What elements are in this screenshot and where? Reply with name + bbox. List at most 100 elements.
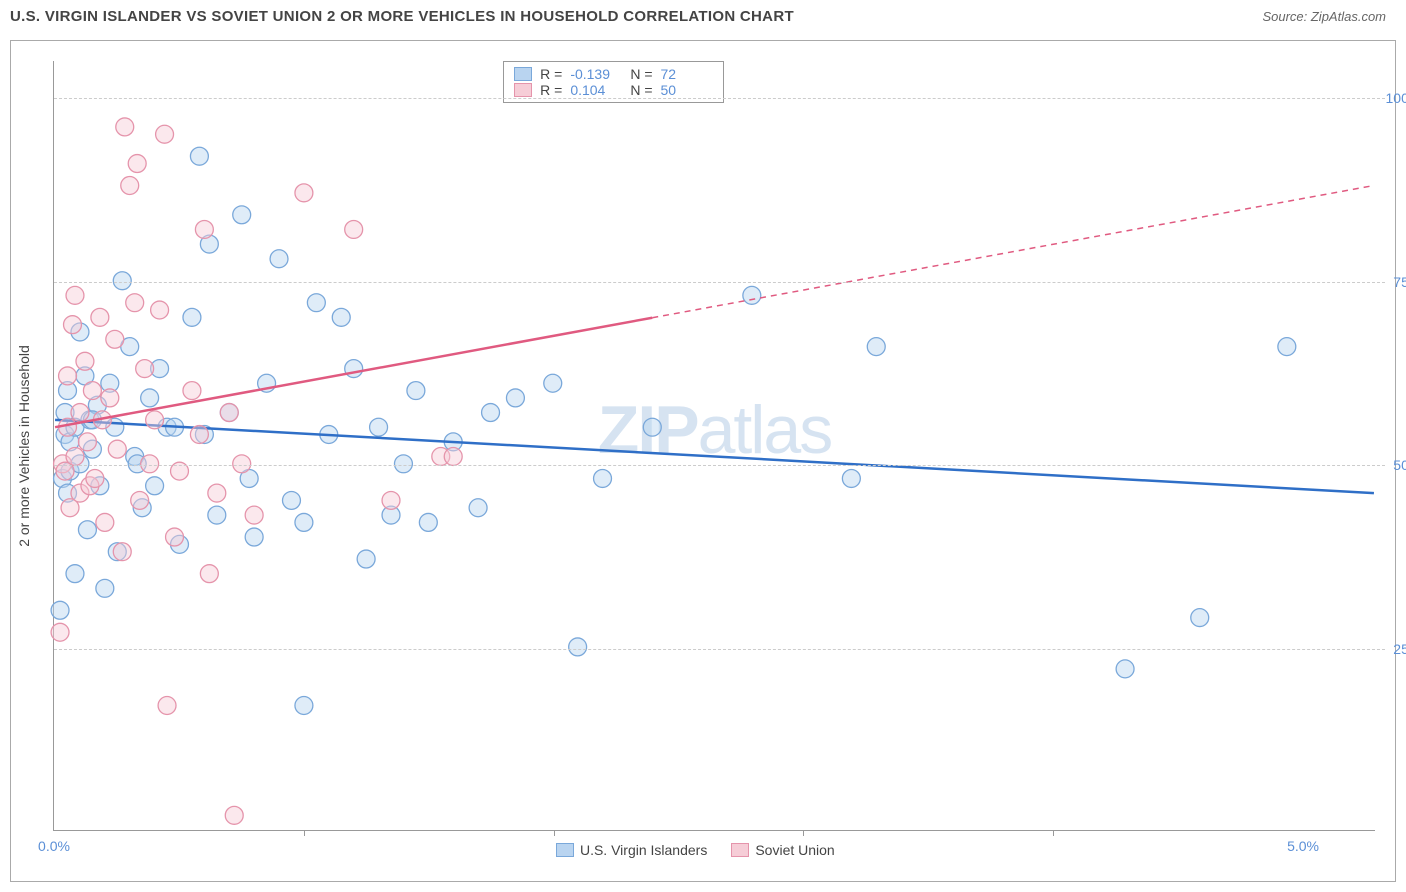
chart-title: U.S. VIRGIN ISLANDER VS SOVIET UNION 2 O… [10, 8, 794, 25]
plot-area: ZIPatlas 2 or more Vehicles in Household… [53, 61, 1375, 831]
data-point [233, 455, 251, 473]
legend-swatch [514, 83, 532, 97]
data-point [141, 389, 159, 407]
data-point [867, 338, 885, 356]
data-point [126, 294, 144, 312]
data-point [78, 521, 96, 539]
data-point [506, 389, 524, 407]
data-point [1191, 609, 1209, 627]
data-point [225, 806, 243, 824]
data-point [643, 418, 661, 436]
data-point [66, 565, 84, 583]
data-point [190, 426, 208, 444]
data-point [64, 316, 82, 334]
x-tick-label: 0.0% [38, 838, 70, 854]
data-point [370, 418, 388, 436]
data-point [220, 404, 238, 422]
legend-label: U.S. Virgin Islanders [580, 842, 707, 858]
y-tick-label: 50.0% [1393, 457, 1406, 473]
data-point [108, 440, 126, 458]
data-point [183, 308, 201, 326]
legend-stat-row: R = 0.104 N = 50 [514, 82, 712, 98]
data-point [357, 550, 375, 568]
data-point [1116, 660, 1134, 678]
data-point [345, 220, 363, 238]
data-point [156, 125, 174, 143]
chart-frame: ZIPatlas 2 or more Vehicles in Household… [10, 40, 1396, 882]
y-tick-label: 100.0% [1386, 90, 1406, 106]
data-point [295, 184, 313, 202]
x-tick [1053, 830, 1054, 836]
r-value: 0.104 [570, 82, 622, 98]
legend-series: U.S. Virgin Islanders Soviet Union [556, 842, 835, 858]
data-point [101, 389, 119, 407]
data-point [76, 352, 94, 370]
data-point [113, 543, 131, 561]
data-point [382, 491, 400, 509]
data-point [66, 448, 84, 466]
data-point [141, 455, 159, 473]
data-point [146, 477, 164, 495]
data-point [106, 330, 124, 348]
gridline [54, 98, 1385, 99]
data-point [407, 382, 425, 400]
data-point [195, 220, 213, 238]
n-value: 50 [661, 82, 713, 98]
legend-swatch [731, 843, 749, 857]
data-point [96, 579, 114, 597]
gridline [54, 465, 1385, 466]
data-point [544, 374, 562, 392]
data-point [96, 513, 114, 531]
data-point [295, 697, 313, 715]
data-point [83, 382, 101, 400]
legend-stats: R =-0.139N =72R =0.104N =50 [503, 61, 723, 103]
data-point [743, 286, 761, 304]
data-point [51, 623, 69, 641]
data-point [200, 565, 218, 583]
data-point [151, 301, 169, 319]
x-tick [554, 830, 555, 836]
scatter-svg [54, 61, 1375, 830]
legend-swatch [514, 67, 532, 81]
r-label: R = [540, 66, 562, 82]
data-point [59, 367, 77, 385]
data-point [208, 484, 226, 502]
data-point [332, 308, 350, 326]
source-label: Source: ZipAtlas.com [1262, 9, 1386, 24]
data-point [91, 308, 109, 326]
data-point [245, 528, 263, 546]
data-point [78, 433, 96, 451]
n-label: N = [630, 82, 652, 98]
n-label: N = [630, 66, 652, 82]
legend-item: Soviet Union [731, 842, 834, 858]
data-point [419, 513, 437, 531]
data-point [842, 469, 860, 487]
data-point [116, 118, 134, 136]
n-value: 72 [661, 66, 713, 82]
data-point [51, 601, 69, 619]
data-point [146, 411, 164, 429]
legend-swatch [556, 843, 574, 857]
legend-item: U.S. Virgin Islanders [556, 842, 707, 858]
data-point [71, 404, 89, 422]
data-point [1278, 338, 1296, 356]
r-label: R = [540, 82, 562, 98]
data-point [166, 528, 184, 546]
data-point [190, 147, 208, 165]
y-tick-label: 75.0% [1393, 274, 1406, 290]
data-point [283, 491, 301, 509]
data-point [233, 206, 251, 224]
data-point [444, 448, 462, 466]
legend-stat-row: R =-0.139N =72 [514, 66, 712, 82]
data-point [128, 155, 146, 173]
data-point [307, 294, 325, 312]
data-point [245, 506, 263, 524]
gridline [54, 649, 1385, 650]
data-point [594, 469, 612, 487]
trend-line-dashed [652, 186, 1374, 318]
x-tick-label: 5.0% [1287, 838, 1319, 854]
y-tick-label: 25.0% [1393, 641, 1406, 657]
data-point [131, 491, 149, 509]
data-point [569, 638, 587, 656]
x-tick [304, 830, 305, 836]
